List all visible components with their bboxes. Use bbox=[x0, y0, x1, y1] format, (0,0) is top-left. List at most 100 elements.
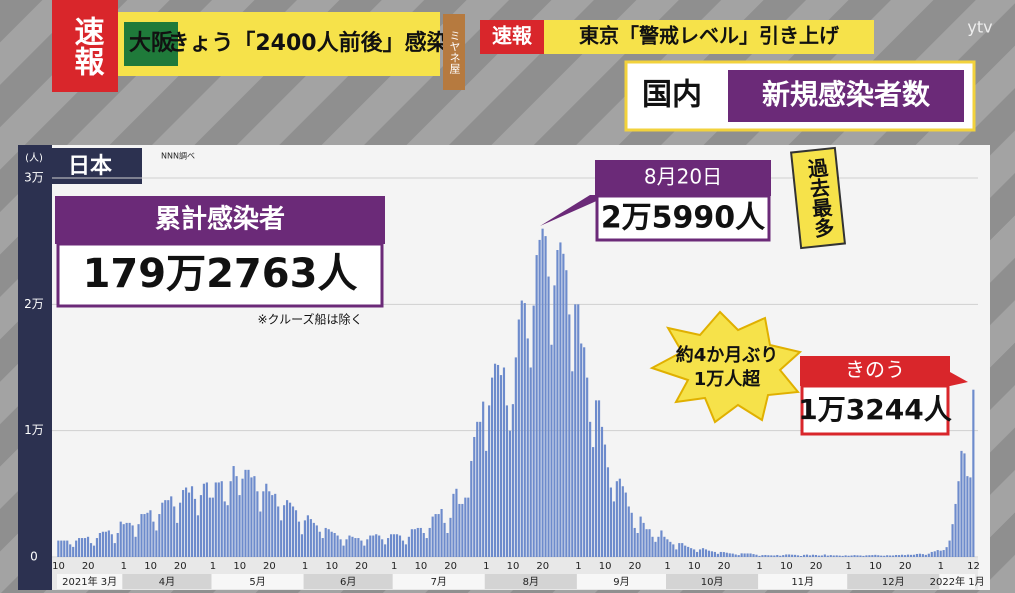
bar bbox=[832, 555, 835, 557]
bar bbox=[315, 525, 318, 557]
month-label: 8月 bbox=[523, 576, 539, 588]
bar bbox=[859, 555, 862, 557]
bar bbox=[190, 486, 194, 557]
bar bbox=[761, 555, 764, 557]
bar bbox=[915, 553, 919, 557]
bar bbox=[184, 487, 188, 557]
bar bbox=[89, 543, 93, 557]
month-band bbox=[392, 574, 485, 589]
bar bbox=[467, 497, 470, 557]
bar bbox=[217, 482, 220, 557]
bar bbox=[835, 555, 838, 557]
bar bbox=[277, 506, 280, 557]
bar bbox=[372, 535, 375, 557]
bar bbox=[963, 453, 966, 557]
bar bbox=[767, 555, 770, 557]
x-tick-label: 20 bbox=[628, 561, 641, 572]
bar bbox=[360, 540, 363, 557]
ticker-tag: 大阪 bbox=[129, 31, 173, 56]
month-band bbox=[303, 574, 393, 589]
x-tick-label: 1 bbox=[664, 561, 670, 572]
peak-value: 2万5990人 bbox=[601, 201, 765, 236]
bar bbox=[384, 544, 387, 557]
x-tick-label: 20 bbox=[899, 561, 912, 572]
bar bbox=[698, 549, 702, 557]
bar bbox=[294, 510, 298, 557]
bar bbox=[107, 530, 110, 557]
bar bbox=[805, 554, 809, 557]
bar bbox=[238, 495, 241, 557]
bar bbox=[737, 555, 740, 557]
bar bbox=[205, 482, 208, 557]
bar bbox=[339, 539, 342, 557]
month-label: 2021年 3月 bbox=[62, 575, 117, 588]
x-tick-label: 10 bbox=[599, 561, 612, 572]
bar bbox=[223, 501, 226, 557]
y-tick-label: 0 bbox=[30, 550, 38, 564]
bar bbox=[143, 514, 146, 557]
bar bbox=[900, 554, 904, 557]
burst bbox=[649, 310, 803, 424]
bar bbox=[912, 554, 916, 557]
bar bbox=[669, 541, 672, 557]
month-band bbox=[758, 574, 848, 589]
bar bbox=[562, 253, 565, 558]
bar bbox=[226, 505, 229, 557]
bar bbox=[693, 549, 696, 557]
month-label: 11月 bbox=[791, 576, 814, 588]
breaking-label: 速報 bbox=[69, 16, 105, 76]
bar bbox=[529, 367, 532, 557]
bar bbox=[86, 536, 90, 557]
latest-title-box bbox=[800, 356, 950, 386]
bar bbox=[853, 555, 856, 557]
bar bbox=[817, 555, 820, 557]
bar bbox=[485, 450, 488, 557]
unit-label: (人) bbox=[25, 152, 43, 164]
x-tick-label: 10 bbox=[507, 561, 520, 572]
bar bbox=[167, 500, 170, 557]
bar bbox=[482, 401, 485, 557]
x-tick-label: 10 bbox=[233, 561, 246, 572]
x-tick-label: 1 bbox=[846, 561, 852, 572]
bar bbox=[556, 250, 559, 557]
bar bbox=[892, 555, 895, 557]
bar bbox=[886, 555, 889, 557]
flash-text: 東京「警戒レベル」引き上げ bbox=[579, 24, 840, 48]
bar bbox=[69, 544, 72, 557]
bar bbox=[375, 534, 378, 557]
bar bbox=[740, 553, 743, 557]
bar bbox=[173, 506, 176, 557]
bar bbox=[713, 551, 716, 557]
bar bbox=[179, 502, 182, 557]
bar bbox=[92, 545, 96, 557]
bar bbox=[416, 527, 419, 557]
bar bbox=[666, 539, 669, 557]
bar bbox=[253, 476, 256, 557]
month-band bbox=[211, 574, 304, 589]
month-band bbox=[122, 574, 212, 589]
bar bbox=[389, 534, 393, 557]
x-tick-label: 1 bbox=[302, 561, 308, 572]
bar bbox=[452, 493, 455, 557]
bar bbox=[229, 481, 232, 557]
bar bbox=[170, 496, 173, 557]
bar bbox=[710, 551, 714, 557]
bar bbox=[752, 554, 755, 557]
bar bbox=[722, 552, 725, 557]
bar bbox=[868, 555, 871, 557]
bar bbox=[663, 536, 666, 557]
ticker-tag-box bbox=[124, 22, 178, 66]
bar bbox=[883, 555, 886, 557]
bar bbox=[589, 421, 592, 557]
bar bbox=[758, 555, 761, 557]
flash-tag-box bbox=[480, 20, 544, 54]
bar bbox=[776, 554, 779, 557]
bar bbox=[642, 522, 645, 557]
bar bbox=[81, 538, 84, 557]
bar bbox=[895, 554, 898, 557]
peak-pointer bbox=[540, 195, 610, 226]
bar bbox=[419, 527, 422, 557]
bar bbox=[606, 467, 610, 557]
peak-badge-box bbox=[790, 146, 846, 250]
bar bbox=[794, 554, 797, 557]
